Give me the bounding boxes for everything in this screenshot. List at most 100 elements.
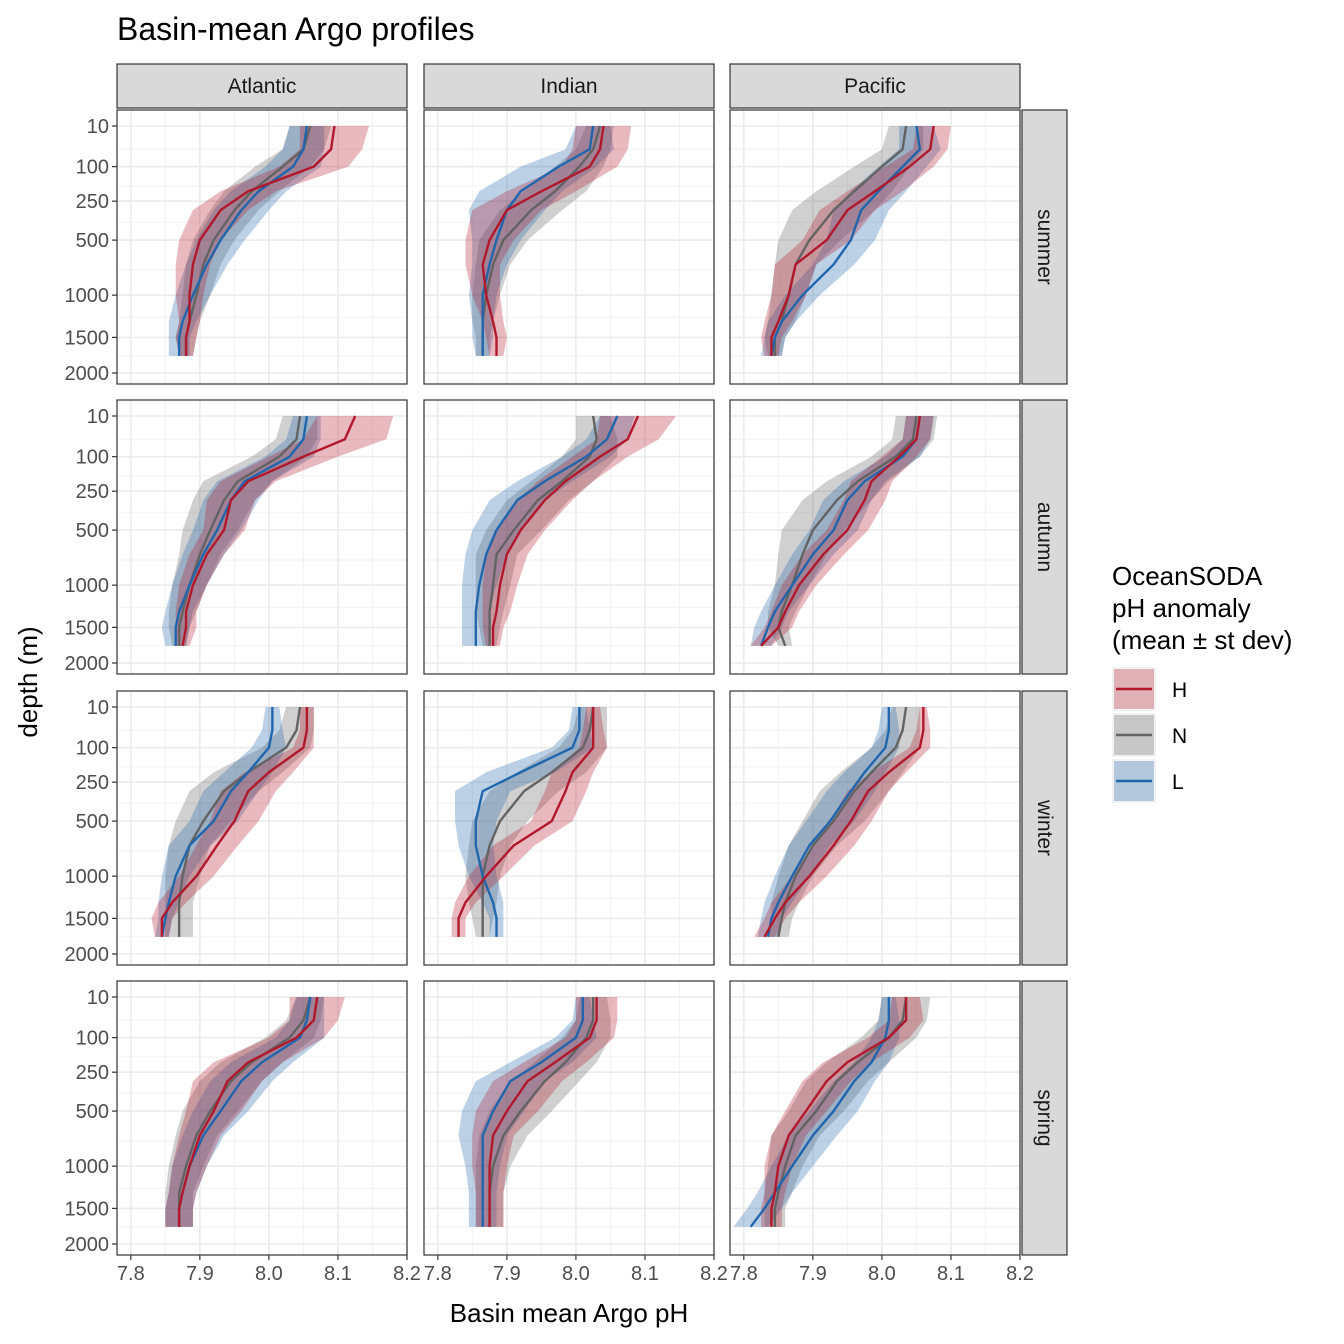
y-tick-label: 10 [87, 406, 109, 428]
panel-indian-summer [423, 109, 715, 385]
panel-border [729, 109, 1021, 385]
strip-background [729, 63, 1021, 109]
chart-title: Basin-mean Argo profiles [117, 11, 475, 47]
line-N [777, 706, 908, 938]
line-L [770, 125, 922, 357]
x-axis-label: Basin mean Argo pH [450, 1298, 688, 1328]
line-N [177, 415, 302, 646]
ribbon-L [468, 126, 614, 356]
line-H [760, 415, 922, 647]
facet-strips: Atlantic Indian Pacific summer autumn winter s… [116, 63, 1068, 1256]
x-tick-label: 7.8 [424, 1263, 452, 1285]
legend-title-line: pH anomaly [1112, 593, 1251, 623]
ribbon-N [175, 126, 332, 356]
x-tick-label: 7.9 [799, 1263, 827, 1285]
panel-indian-autumn [423, 399, 715, 675]
panel-pacific-spring [729, 980, 1021, 1256]
x-tick-label: 8.0 [255, 1263, 283, 1285]
y-tick-label: 250 [76, 772, 109, 794]
panel-border [116, 690, 408, 966]
panel-atlantic-winter [116, 690, 408, 966]
y-tick-label: 500 [76, 520, 109, 542]
y-tick-label: 1500 [65, 908, 110, 930]
y-tick-label: 250 [76, 191, 109, 213]
panel-data [165, 996, 345, 1227]
y-axis-label: depth (m) [13, 626, 43, 737]
line-N [777, 415, 918, 647]
y-tick-label: 250 [76, 481, 109, 503]
panel-atlantic-spring [116, 980, 408, 1256]
x-tick-label: 7.8 [730, 1263, 758, 1285]
strip-atlantic: Atlantic [116, 63, 408, 109]
panel-border [423, 690, 715, 966]
y-tick-label: 100 [76, 157, 109, 179]
ribbon-N [472, 126, 614, 356]
strip-pacific: Pacific [729, 63, 1021, 109]
panel-background [117, 110, 407, 384]
panel-border [729, 980, 1021, 1256]
x-tick-label: 8.0 [562, 1263, 590, 1285]
y-tick-label: 100 [76, 447, 109, 469]
panel-data [733, 996, 931, 1228]
ribbon-N [764, 997, 931, 1227]
legend-label: L [1172, 771, 1184, 794]
strip-winter: winter [1021, 690, 1068, 966]
panel-data [754, 706, 931, 938]
x-tick-label: 8.2 [1006, 1263, 1034, 1285]
panel-data [461, 415, 677, 646]
panel-atlantic-summer [116, 109, 408, 385]
ribbon-L [168, 126, 325, 356]
panel-data [761, 125, 951, 357]
panel-pacific-summer [729, 109, 1021, 385]
strip-label: summer [1033, 209, 1056, 285]
panel-atlantic-autumn [116, 399, 408, 675]
y-tick-label: 1500 [65, 327, 110, 349]
y-tick-label: 250 [76, 1062, 109, 1084]
strip-background [1021, 109, 1068, 385]
y-tick-label: 1000 [65, 866, 110, 888]
panel-border [729, 399, 1021, 675]
line-H [160, 707, 309, 937]
line-L [174, 415, 309, 646]
line-L [474, 707, 581, 937]
y-tick-label: 2000 [65, 944, 110, 966]
x-tick-label: 7.9 [493, 1263, 521, 1285]
strip-indian: Indian [423, 63, 715, 109]
y-tick-label: 1000 [65, 1156, 110, 1178]
ribbon-L [165, 997, 325, 1227]
ribbon-N [475, 997, 611, 1227]
strip-background [1021, 980, 1068, 1256]
ribbon-L [161, 416, 321, 646]
line-H [488, 997, 598, 1227]
line-H [481, 125, 605, 356]
ribbon-N [165, 997, 325, 1227]
strip-summer: summer [1021, 109, 1068, 385]
ribbon-N [168, 416, 318, 646]
y-tick-label: 2000 [65, 363, 110, 385]
legend-item-L: L [1112, 759, 1184, 803]
ribbon-H [165, 997, 345, 1227]
x-tick-label: 7.8 [117, 1263, 145, 1285]
panel-data [161, 415, 394, 647]
line-L [474, 415, 619, 646]
ribbon-L [455, 707, 594, 937]
strip-label: Pacific [844, 75, 906, 98]
ribbon-H [175, 416, 394, 646]
panel-pacific-autumn [729, 399, 1021, 675]
y-tick-label: 1500 [65, 1198, 110, 1220]
panel-indian-spring [423, 980, 715, 1256]
ribbon-N [465, 707, 607, 937]
y-tick-label: 500 [76, 1101, 109, 1123]
strip-background [116, 63, 408, 109]
x-tick-label: 8.1 [631, 1263, 659, 1285]
line-H [491, 415, 640, 646]
legend-item-N: N [1112, 713, 1187, 757]
panel-border [423, 109, 715, 385]
strip-background [1021, 690, 1068, 966]
line-L [766, 707, 891, 938]
line-H [184, 125, 336, 356]
panel-border [423, 980, 715, 1256]
panel-border [116, 109, 408, 385]
